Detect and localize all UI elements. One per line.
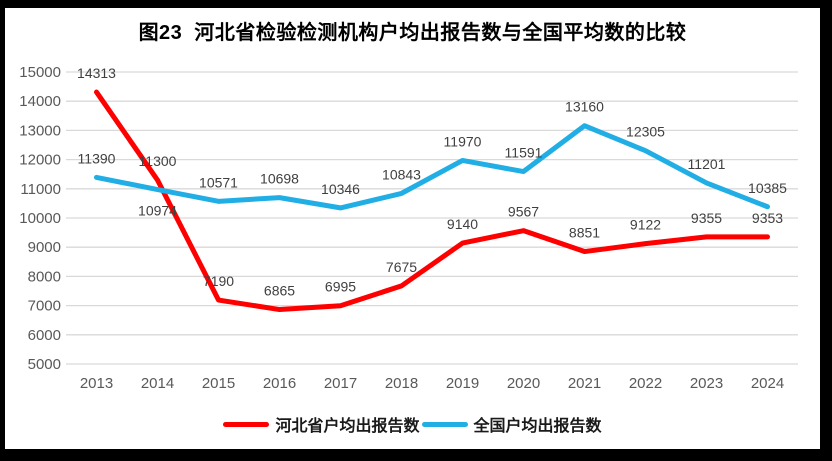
data-label: 9140 [447, 216, 478, 232]
legend-label-national: 全国户均出报告数 [473, 418, 602, 435]
data-label: 10571 [199, 174, 238, 190]
data-label: 12305 [626, 124, 665, 140]
chart-legend: 河北省户均出报告数 全国户均出报告数 [5, 412, 820, 436]
x-tick-label: 2020 [507, 375, 540, 392]
y-tick-label: 14000 [19, 93, 61, 110]
data-label: 9122 [630, 217, 661, 233]
x-tick-label: 2019 [446, 375, 479, 392]
y-tick-label: 10000 [19, 210, 61, 227]
x-tick-label: 2014 [141, 375, 174, 392]
x-tick-label: 2017 [324, 375, 357, 392]
data-label: 8851 [569, 225, 600, 241]
x-tick-label: 2024 [751, 375, 784, 392]
y-tick-label: 13000 [19, 122, 61, 139]
data-label: 10346 [321, 181, 360, 197]
x-tick-label: 2023 [690, 375, 723, 392]
data-label: 11300 [139, 153, 177, 169]
data-label: 11970 [444, 133, 482, 149]
data-label: 13160 [565, 99, 604, 115]
x-tick-label: 2015 [202, 375, 235, 392]
y-tick-label: 12000 [19, 152, 61, 169]
y-tick-label: 15000 [19, 64, 61, 81]
data-label: 7190 [203, 273, 234, 289]
data-label: 9355 [691, 210, 722, 226]
series-line-0 [94, 89, 770, 313]
data-label: 6995 [325, 279, 356, 295]
legend-label-hebei: 河北省户均出报告数 [275, 418, 420, 435]
data-label: 11201 [688, 156, 726, 172]
data-label: 11591 [505, 145, 543, 161]
data-label: 10974 [138, 203, 177, 219]
legend-line-red [223, 421, 270, 427]
data-label: 10385 [748, 180, 787, 196]
legend-line-blue [421, 421, 468, 427]
chart-frame: 图23 河北省检验检测机构户均出报告数与全国平均数的比较 5000 6000 700… [5, 8, 820, 449]
data-label: 9353 [752, 210, 783, 226]
data-label: 6865 [264, 283, 295, 299]
series-line-1 [94, 123, 770, 211]
y-tick-label: 9000 [28, 239, 61, 256]
x-tick-label: 2013 [80, 375, 113, 392]
x-tick-label: 2016 [263, 375, 296, 392]
y-tick-label: 7000 [28, 298, 61, 315]
data-label: 9567 [508, 204, 539, 220]
x-tick-label: 2018 [385, 375, 418, 392]
plot-area: 5000 6000 7000 8000 9000 10000 11000 12000 13000… [19, 64, 798, 392]
data-label: 11390 [78, 150, 116, 166]
chart-title: 图23 河北省检验检测机构户均出报告数与全国平均数的比较 [138, 22, 687, 44]
y-tick-label: 11000 [20, 181, 61, 198]
data-label: 14313 [77, 65, 116, 81]
legend-item-national: 全国户均出报告数 [421, 412, 602, 436]
y-tick-label: 6000 [28, 327, 61, 344]
data-label: 10698 [260, 171, 299, 187]
x-tick-label: 2022 [629, 375, 662, 392]
data-label: 10843 [382, 166, 421, 182]
y-tick-label: 8000 [28, 268, 61, 285]
y-tick-label: 5000 [28, 356, 61, 373]
x-tick-label: 2021 [568, 375, 601, 392]
legend-item-hebei: 河北省户均出报告数 [223, 412, 420, 436]
data-label: 7675 [386, 259, 417, 275]
